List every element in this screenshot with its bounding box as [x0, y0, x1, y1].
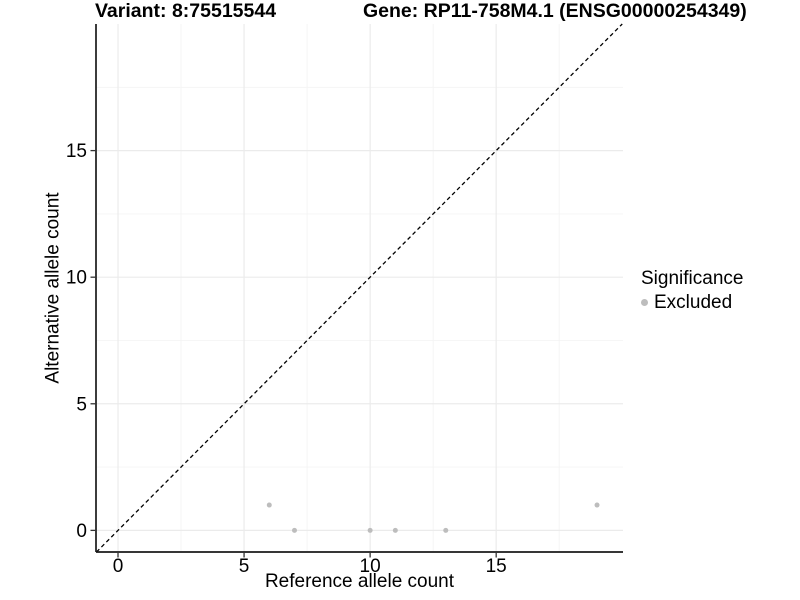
x-tick-label: 15 [486, 556, 507, 577]
legend-item-label: Excluded [654, 292, 733, 313]
legend-item-excluded: Excluded [641, 293, 743, 312]
legend: Significance Excluded [641, 269, 743, 312]
data-point [392, 527, 398, 533]
plot-title-variant: Variant: 8:75515544 [95, 0, 277, 22]
y-tick-label: 10 [66, 268, 87, 289]
excluded-point-swatch-icon [641, 299, 648, 306]
plot-title-gene: Gene: RP11-758M4.1 (ENSG00000254349) [363, 0, 747, 22]
data-point [291, 527, 297, 533]
y-tick-label: 0 [76, 521, 87, 542]
data-point [367, 527, 373, 533]
legend-title: Significance [641, 268, 744, 289]
data-point [266, 502, 272, 508]
x-tick-label: 0 [113, 556, 124, 577]
x-tick-label: 10 [360, 556, 381, 577]
data-point [443, 527, 449, 533]
y-tick-label: 5 [76, 394, 87, 415]
identity-dashed-line [96, 23, 623, 553]
x-axis-title: Reference allele count [264, 571, 455, 592]
data-point [594, 502, 600, 508]
y-tick-label: 15 [66, 141, 87, 162]
y-axis-title: Alternative allele count [42, 192, 64, 384]
x-tick-label: 5 [239, 556, 250, 577]
